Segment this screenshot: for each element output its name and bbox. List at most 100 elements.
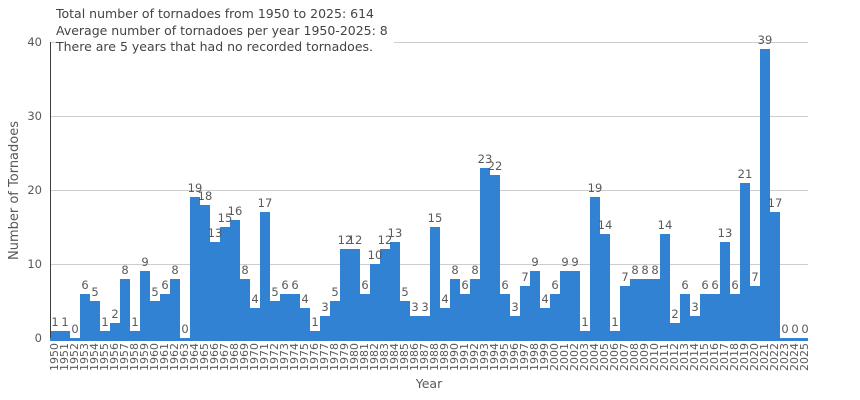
bar-2008 <box>630 278 640 338</box>
bar-value-label: 6 <box>461 277 469 292</box>
bar-value-label: 8 <box>171 262 179 277</box>
bar-value-label: 8 <box>641 262 649 277</box>
bar-2007 <box>620 286 630 338</box>
bar-value-label: 13 <box>207 225 223 240</box>
bar-value-label: 5 <box>271 285 279 299</box>
x-axis-title: Year <box>415 376 443 391</box>
bar-1956 <box>110 323 120 338</box>
bar-1982 <box>370 264 380 338</box>
bar-1985 <box>400 301 410 338</box>
bar-value-label: 0 <box>791 322 799 336</box>
bar-1997 <box>520 286 530 338</box>
bar-value-label: 10 <box>367 248 383 262</box>
bar-1961 <box>160 293 170 338</box>
bar-value-label: 6 <box>161 277 169 292</box>
bar-value-label: 21 <box>737 166 753 181</box>
bar-1979 <box>340 249 350 338</box>
bar-value-label: 17 <box>767 196 783 211</box>
bar-1970 <box>250 308 260 338</box>
bar-1965 <box>200 204 210 338</box>
bar-value-label: 6 <box>501 277 509 292</box>
bar-value-label: 13 <box>387 225 403 240</box>
bar-2015 <box>700 293 710 338</box>
bar-1966 <box>210 241 220 338</box>
bar-value-label: 6 <box>731 277 739 292</box>
bar-2000 <box>550 293 560 338</box>
bar-2001 <box>560 271 570 338</box>
gridline-y20 <box>50 190 808 191</box>
bar-value-label: 6 <box>361 277 369 292</box>
bar-1983 <box>380 249 390 338</box>
bar-value-label: 3 <box>411 299 419 314</box>
y-axis-title: Number of Tornadoes <box>7 120 22 260</box>
bar-value-label: 0 <box>181 322 189 336</box>
bar-value-label: 39 <box>757 33 773 48</box>
bar-1969 <box>240 278 250 338</box>
bar-value-label: 1 <box>581 314 589 329</box>
bar-value-label: 12 <box>337 233 353 248</box>
bar-2017 <box>720 241 730 338</box>
bar-value-label: 1 <box>51 314 59 329</box>
gridline-y40 <box>50 42 808 43</box>
annotation-average: Average number of tornadoes per year 195… <box>56 22 388 38</box>
bar-value-label: 0 <box>801 322 809 336</box>
bar-2018 <box>730 293 740 338</box>
bar-value-label: 9 <box>531 255 539 270</box>
bar-1989 <box>440 308 450 338</box>
bar-1973 <box>280 293 290 338</box>
bar-1953 <box>80 293 90 338</box>
bar-2012 <box>670 323 680 338</box>
bar-value-label: 5 <box>91 285 99 299</box>
bar-1975 <box>300 308 310 338</box>
bar-value-label: 12 <box>347 233 363 248</box>
bar-value-label: 8 <box>631 262 639 277</box>
bar-value-label: 6 <box>551 277 559 292</box>
bar-1976 <box>310 330 320 338</box>
bar-value-label: 4 <box>301 292 309 307</box>
bar-1959 <box>140 271 150 338</box>
bar-value-label: 12 <box>377 233 393 248</box>
bar-value-label: 9 <box>571 255 579 270</box>
bar-value-label: 6 <box>701 277 709 292</box>
bar-1962 <box>170 278 180 338</box>
bar-1968 <box>230 219 240 338</box>
bar-value-label: 6 <box>81 277 89 292</box>
bar-value-label: 4 <box>251 292 259 307</box>
bar-1972 <box>270 301 280 338</box>
bar-value-label: 2 <box>671 307 679 322</box>
bar-value-label: 0 <box>781 322 789 336</box>
bar-value-label: 8 <box>451 262 459 277</box>
bar-value-label: 6 <box>291 277 299 292</box>
bar-value-label: 18 <box>197 188 213 203</box>
bar-value-label: 0 <box>71 322 79 336</box>
bar-value-label: 3 <box>511 299 519 314</box>
bar-value-label: 13 <box>717 225 733 240</box>
bar-1994 <box>490 175 500 338</box>
bar-1957 <box>120 278 130 338</box>
x-tick-label: 2025 <box>798 343 811 371</box>
bar-value-label: 1 <box>611 314 619 329</box>
bar-1967 <box>220 227 230 338</box>
y-axis-line <box>50 42 51 341</box>
annotation-zero-years: There are 5 years that had no recorded t… <box>56 39 373 54</box>
bar-2005 <box>600 234 610 338</box>
bar-1986 <box>410 315 420 338</box>
bar-1960 <box>150 301 160 338</box>
bar-2002 <box>570 271 580 338</box>
bar-value-label: 8 <box>121 262 129 277</box>
bar-value-label: 17 <box>257 196 273 211</box>
bar-value-label: 16 <box>227 203 243 218</box>
bar-value-label: 1 <box>131 314 139 329</box>
bar-1996 <box>510 315 520 338</box>
bar-value-label: 3 <box>321 299 329 314</box>
bar-1955 <box>100 330 110 338</box>
bar-1992 <box>470 278 480 338</box>
bar-1984 <box>390 241 400 338</box>
bar-2019 <box>740 182 750 338</box>
chart-annotation: Total number of tornadoes from 1950 to 2… <box>56 4 394 58</box>
bar-2016 <box>710 293 720 338</box>
bar-1951 <box>60 330 70 338</box>
bar-2013 <box>680 293 690 338</box>
bar-1977 <box>320 315 330 338</box>
bar-value-label: 8 <box>651 262 659 277</box>
